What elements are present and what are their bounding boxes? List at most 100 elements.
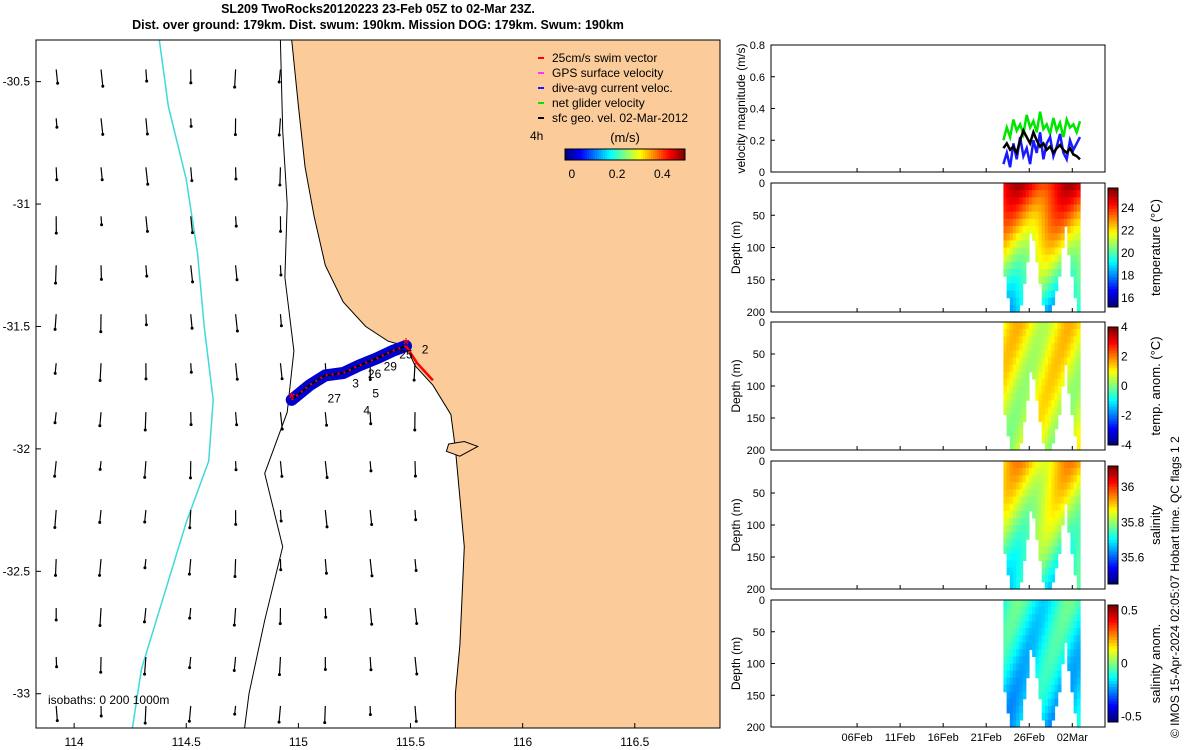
heatmap-cell [1012, 649, 1017, 658]
day-label: 27 [328, 391, 342, 405]
heatmap-cell [1019, 276, 1024, 284]
heatmap-cell [1076, 304, 1081, 313]
heatmap-cell [1076, 364, 1081, 373]
heatmap-cell [1012, 386, 1017, 394]
heatmap-colorbar-cell [1108, 298, 1118, 302]
colorbar-cell [575, 149, 578, 160]
heatmap-cell [1009, 378, 1014, 387]
heatmap-cell [1006, 283, 1011, 292]
heatmap-cell [1076, 393, 1081, 401]
heatmap-cell [1054, 254, 1059, 263]
heatmap-cell [1041, 197, 1046, 206]
heatmap-colorbar-cell [1108, 672, 1118, 676]
heatmap-cell [1073, 261, 1078, 270]
heatmap-cell [1003, 218, 1008, 227]
heatmap-cell [1012, 442, 1017, 451]
heatmap-cell [1019, 204, 1024, 213]
heatmap-cell [1051, 435, 1056, 444]
heatmap-colorbar-cell [1108, 188, 1118, 192]
heatmap-cell [1051, 297, 1056, 306]
heatmap-cell [1038, 691, 1043, 700]
heatmap-cell [1048, 283, 1052, 292]
heatmap-cell [1019, 290, 1024, 299]
heatmap-colorbar-cell [1108, 359, 1118, 363]
heatmap-cell [1054, 510, 1059, 519]
heatmap-cell [1073, 461, 1078, 469]
heatmap-colorbar-cell [1108, 262, 1118, 266]
heatmap-cell [1003, 496, 1008, 505]
heatmap-cell [1073, 322, 1078, 330]
heatmap-cell [1048, 475, 1052, 483]
heatmap-cell [1038, 211, 1043, 220]
heatmap-cell [1006, 269, 1011, 277]
heatmap-cell [1054, 461, 1059, 469]
heatmap-colorbar-cell [1108, 675, 1118, 679]
velocity-arrow-head [53, 526, 57, 530]
velocity-arrow [190, 216, 194, 233]
heatmap-cell [1003, 204, 1008, 213]
heatmap-cell [1006, 386, 1011, 394]
heatmap-cell [1012, 503, 1017, 512]
heatmap-colorbar-cell [1108, 519, 1118, 523]
colorbar-cell [657, 149, 660, 160]
heatmap-cell [1012, 276, 1017, 284]
heatmap-cell [1067, 336, 1072, 344]
heatmap-colorbar-cell [1108, 572, 1118, 576]
heatmap-cell [1067, 663, 1072, 672]
heatmap-cell [1003, 240, 1008, 249]
heatmap-cell [1057, 635, 1062, 643]
heatmap-cell [1073, 371, 1078, 380]
heatmap-cell [1048, 322, 1052, 330]
heatmap-cell [1048, 691, 1052, 700]
heatmap-cell [1012, 269, 1017, 277]
heatmap-cell [1006, 428, 1011, 437]
heatmap-cell [1048, 233, 1052, 241]
heatmap-cell [1076, 190, 1081, 198]
isobath-200 [244, 40, 295, 728]
heatmap-cell [1064, 336, 1068, 344]
heatmap-cell [1016, 428, 1020, 437]
heatmap-cell [1019, 510, 1024, 519]
heatmap-cell [1038, 204, 1043, 213]
heatmap-cell [1019, 614, 1024, 622]
heatmap-cell [1076, 719, 1081, 728]
heatmap-cell [1057, 600, 1062, 608]
heatmap-cell [1028, 475, 1033, 483]
heatmap-cell [1073, 357, 1078, 366]
heatmap-cell [1054, 371, 1059, 380]
heatmap-cell [1006, 240, 1011, 249]
velocity-arrow [369, 412, 372, 424]
heatmap-cell [1022, 204, 1027, 213]
time-tick-label: 21Feb [971, 732, 1002, 744]
heatmap-cell [1067, 204, 1072, 213]
heatmap-colorbar-tick: 2 [1121, 350, 1128, 364]
velocity-arrow [54, 265, 57, 284]
colorbar-cell [567, 149, 570, 160]
heatmap-cell [1025, 628, 1030, 636]
heatmap-cell [1054, 261, 1059, 270]
colorbar-cell [669, 149, 672, 160]
heatmap-cell [1073, 428, 1078, 437]
heatmap-cell [1041, 350, 1046, 359]
heatmap-cell [1064, 614, 1068, 622]
heatmap-cell [1073, 329, 1078, 337]
heatmap-cell [1003, 261, 1008, 270]
heatmap-cell [1067, 607, 1072, 615]
heatmap-cell [1012, 621, 1017, 629]
heatmap-colorbar-cell [1108, 657, 1118, 662]
heatmap-cell [1048, 435, 1052, 444]
heatmap-cell [1054, 364, 1059, 373]
velocity-arrow-head [235, 377, 239, 381]
heatmap-cell [1041, 204, 1046, 213]
heatmap-cell [1025, 642, 1030, 650]
heatmap-cell [1016, 677, 1020, 686]
heatmap-cell [1019, 567, 1024, 576]
heatmap-cell [1070, 371, 1075, 380]
heatmap-cell [1025, 468, 1030, 476]
velocity-y-tick-label: 0.8 [750, 40, 765, 52]
heatmap-cell [1048, 371, 1052, 380]
heatmap-cell [1016, 510, 1020, 519]
heatmap-cell [1035, 211, 1040, 220]
heatmap-cell [1016, 628, 1020, 636]
